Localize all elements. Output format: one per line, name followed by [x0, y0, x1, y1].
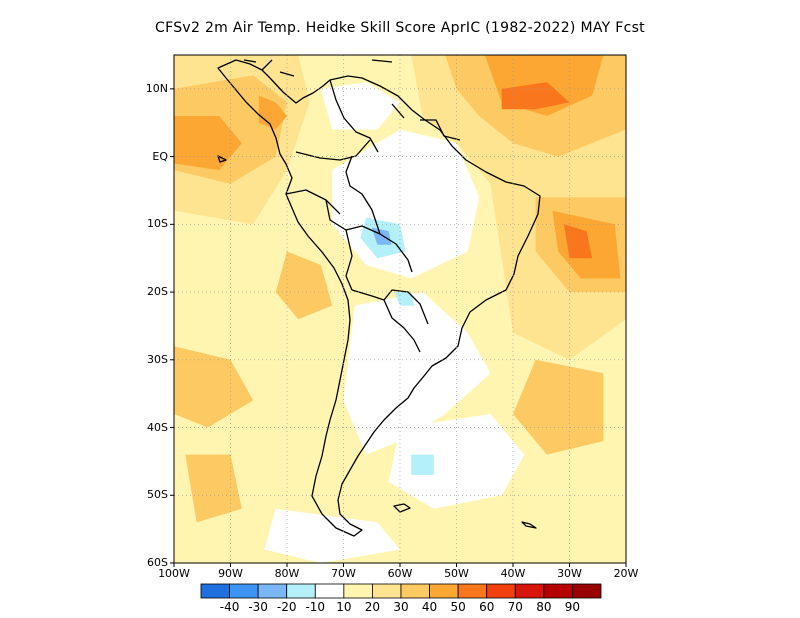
- peru-coast-high: [275, 251, 333, 320]
- galapagos-islands: [217, 155, 227, 163]
- south-america-coastline: [217, 59, 541, 537]
- colorbar: [200, 583, 602, 599]
- argentina-negative: [411, 454, 434, 475]
- colorbar-tick-label: -10: [305, 600, 326, 614]
- south-atlantic-max: [563, 224, 593, 259]
- lat-tick-label: 60S: [147, 556, 168, 569]
- field-shapes: [174, 55, 626, 563]
- axis-ticks: [170, 88, 627, 567]
- colorbar-tick-label: 30: [393, 600, 409, 614]
- colorbar-tick-label: 70: [507, 600, 523, 614]
- grid-lines: [174, 55, 626, 563]
- northern-sa-low-skill: [320, 82, 400, 130]
- lat-tick-label: EQ: [152, 149, 168, 163]
- falkland-islands: [393, 503, 411, 513]
- colorbar-swatch: [286, 583, 316, 599]
- subtropical-atlantic-high: [513, 359, 604, 455]
- colorbar-swatch: [400, 583, 430, 599]
- colorbar-tick-label: -30: [248, 600, 268, 614]
- lat-tick-label: 20S: [147, 285, 168, 299]
- colorbar-tick-label: 60: [479, 600, 495, 614]
- colorbar-swatch: [229, 583, 259, 599]
- southern-cone-low-skill: [343, 292, 491, 455]
- lon-tick-label: 80W: [274, 567, 300, 580]
- pacific-south-high: [174, 346, 254, 428]
- colorbar-tick-label: 20: [364, 600, 381, 614]
- atlantic-patagonia-low-skill: [388, 414, 525, 509]
- colorbar-swatch: [314, 583, 345, 599]
- colorbar-swatch: [572, 583, 602, 599]
- colorbar-swatch: [543, 583, 573, 599]
- colorbar-tick-label: 80: [536, 600, 552, 614]
- colorbar-swatch: [514, 583, 545, 599]
- chart-title: CFSv2 2m Air Temp. Heidke Skill Score Ap…: [155, 20, 645, 36]
- colorbar-swatch: [429, 583, 459, 599]
- lon-tick-label: 60W: [387, 567, 413, 580]
- drake-passage-low: [264, 508, 400, 563]
- lon-tick-label: 40W: [500, 567, 526, 580]
- colorbar-swatch: [457, 583, 488, 599]
- colorbar-tick-label: 40: [421, 600, 438, 614]
- pacific-far-south-high: [185, 454, 242, 523]
- lon-tick-label: 50W: [444, 567, 469, 580]
- paraguay-negative: [394, 292, 415, 306]
- colorbar-tick-label: -20: [276, 600, 297, 614]
- colorbar-tick-label: -40: [219, 600, 240, 614]
- caribbean-coast: [243, 59, 393, 77]
- lon-tick-label: 90W: [218, 567, 243, 580]
- colorbar-swatch: [486, 583, 516, 599]
- colorbar-tick-label: 10: [336, 600, 352, 614]
- colorbar-tick-label: 50: [450, 600, 466, 614]
- map-field: [174, 55, 626, 563]
- lat-tick-label: 40S: [147, 420, 168, 434]
- colorbar-swatch: [372, 583, 402, 599]
- colorbar-swatch: [257, 583, 288, 599]
- coastlines: [217, 59, 541, 537]
- south-georgia: [521, 521, 537, 529]
- lon-tick-label: 30W: [557, 567, 582, 580]
- colorbar-swatch: [343, 583, 373, 599]
- country-borders: [285, 79, 461, 353]
- colorbar-swatch: [200, 583, 230, 599]
- lat-tick-label: 30S: [147, 352, 168, 366]
- lon-tick-label: 70W: [331, 567, 356, 580]
- lon-tick-label: 100W: [158, 567, 190, 580]
- colorbar-tick-label: 90: [564, 600, 581, 614]
- lat-tick-label: 10S: [147, 217, 168, 231]
- lat-tick-label: 10N: [145, 81, 168, 95]
- lat-tick-label: 50S: [147, 488, 168, 502]
- lon-tick-label: 20W: [613, 567, 639, 580]
